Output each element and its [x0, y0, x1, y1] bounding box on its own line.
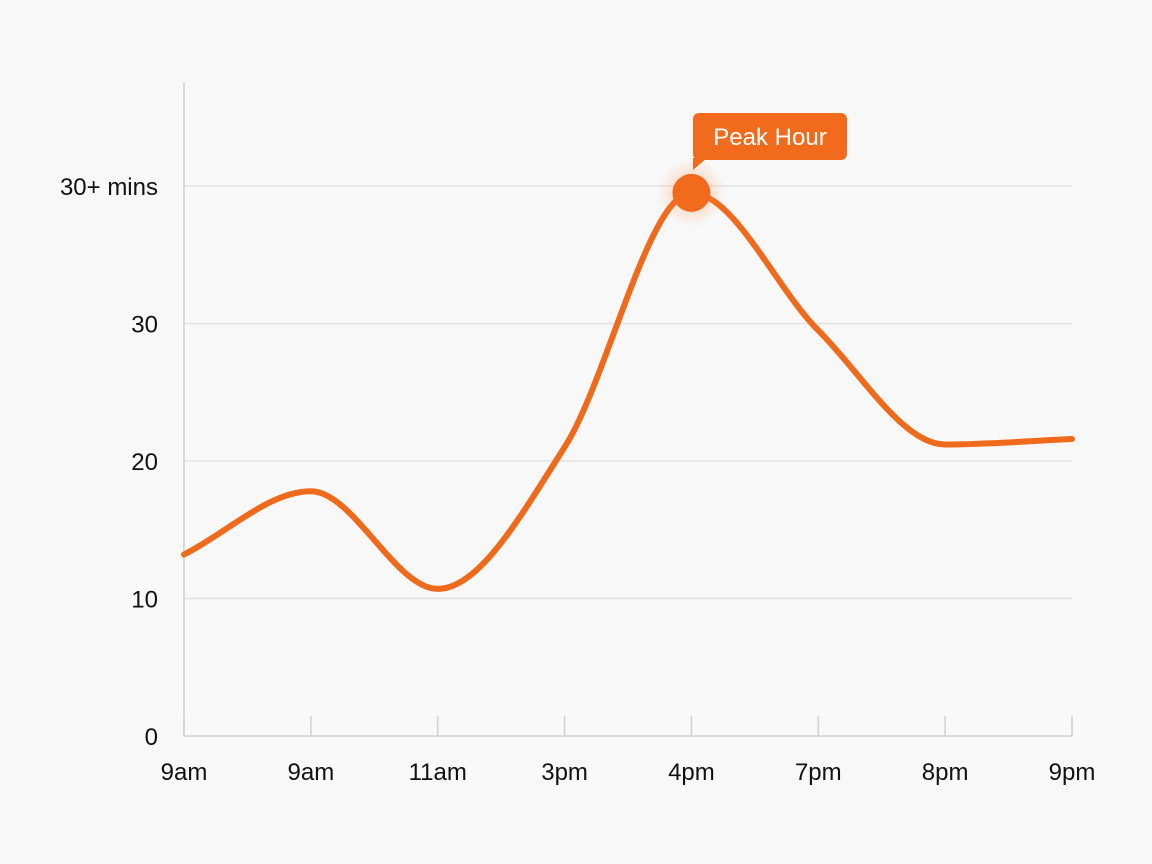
gridlines [184, 185, 1072, 600]
y-tick-label-0: 0 [145, 724, 158, 751]
x-tick-label-1: 9am [288, 759, 335, 786]
y-tick-label-4: 30+ mins [60, 174, 158, 201]
x-tick-label-4: 4pm [668, 759, 715, 786]
peak-marker [672, 173, 711, 212]
peak-callout-pointer [693, 158, 707, 170]
y-tick-label-3: 30 [131, 312, 158, 339]
x-tick-label-0: 9am [161, 759, 208, 786]
data-point-5 [815, 327, 821, 333]
y-tick-label-2: 20 [131, 449, 158, 476]
series-layer [181, 189, 1075, 592]
peak-annotation: Peak Hour [657, 113, 847, 227]
data-point-0 [181, 552, 187, 558]
peak-callout-label: Peak Hour [713, 124, 826, 151]
data-point-2 [435, 586, 441, 592]
data-point-7 [1069, 436, 1075, 442]
tick-labels: 0 10 20 30 30+ mins 9am 9am 11am 3pm 4pm 7pm 8pm 9pm [60, 174, 1095, 786]
x-tick-label-3: 3pm [541, 759, 588, 786]
data-point-6 [942, 442, 948, 448]
x-tick-label-2: 11am [409, 759, 467, 786]
x-tick-label-5: 7pm [795, 759, 842, 786]
y-tick-label-1: 10 [131, 587, 158, 614]
data-point-3 [562, 444, 568, 450]
series-line [181, 189, 1075, 592]
peak-callout-box [693, 113, 847, 160]
data-point-1 [308, 488, 314, 494]
x-tick-label-6: 8pm [922, 759, 969, 786]
x-tick-label-7: 9pm [1049, 759, 1096, 786]
axes [183, 82, 1073, 737]
